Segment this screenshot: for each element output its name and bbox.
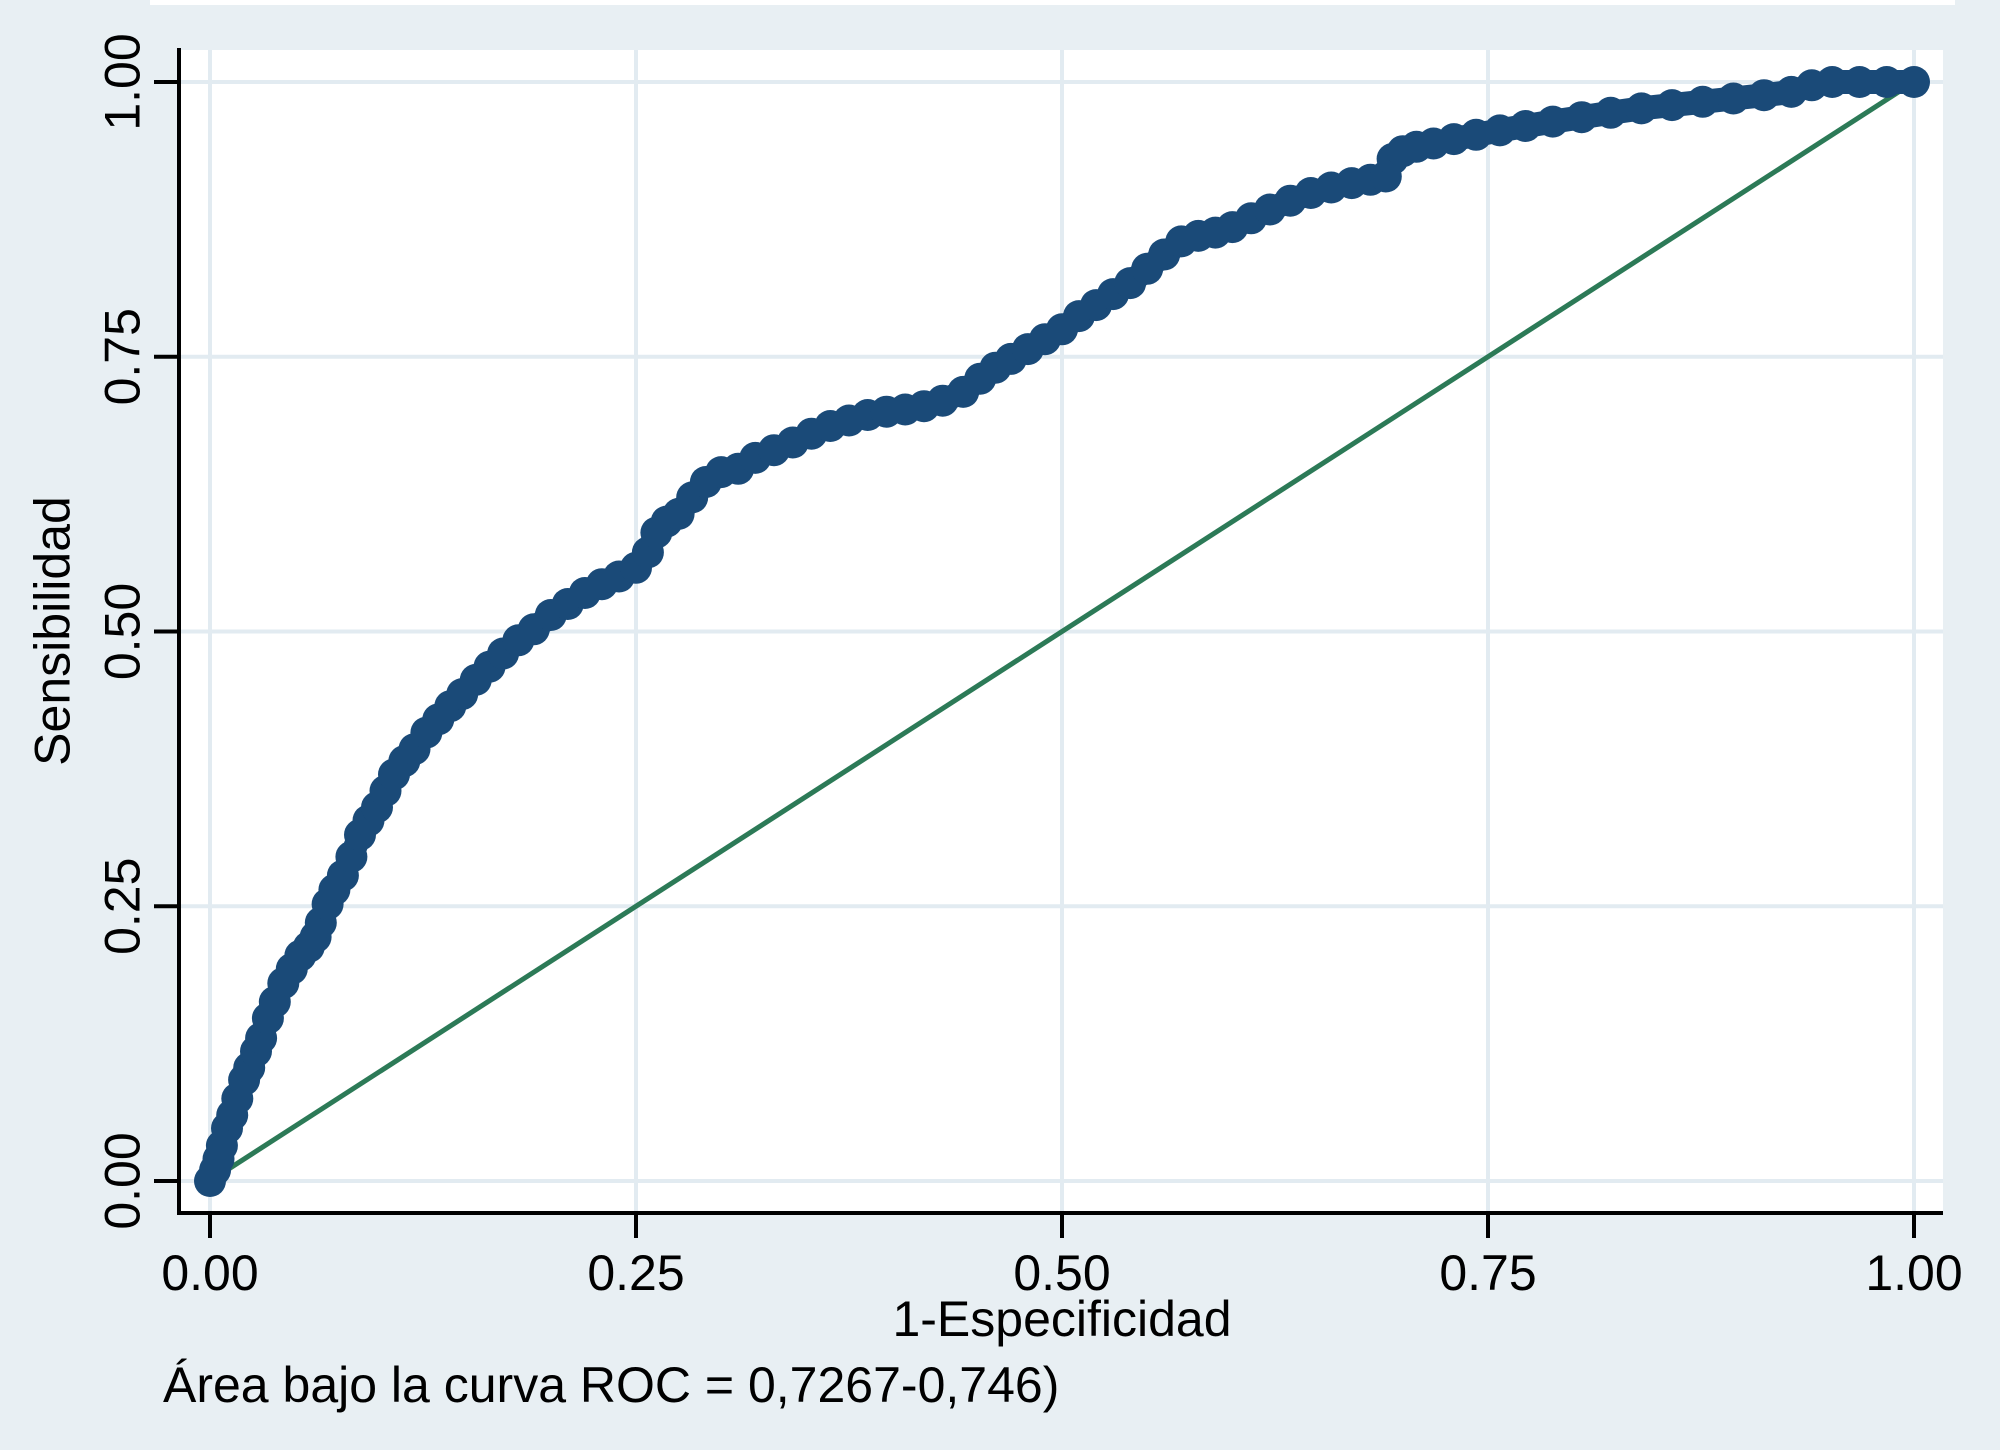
roc-point-marker <box>1656 89 1688 122</box>
roc-point-marker <box>1460 118 1493 151</box>
y-tick-labels: 0.00 0.25 0.50 0.75 1.00 <box>95 33 151 1229</box>
x-tick-label: 0.50 <box>1013 1245 1110 1301</box>
reference-line <box>208 79 1916 1184</box>
x-tick-label: 1.00 <box>1865 1245 1962 1301</box>
roc-point-marker <box>1594 96 1627 129</box>
roc-point-marker <box>1717 82 1750 115</box>
x-tick-labels: 0.00 0.25 0.50 0.75 1.00 <box>161 1245 1962 1301</box>
y-axis-title: Sensibilidad <box>25 496 81 766</box>
roc-point-marker <box>1509 110 1542 142</box>
top-white-strip <box>150 0 1955 5</box>
y-tick-label: 0.00 <box>95 1132 151 1229</box>
roc-point-marker <box>1816 66 1849 98</box>
roc-point-marker <box>1843 66 1876 98</box>
y-tick-label: 0.50 <box>95 583 151 680</box>
series-layer <box>194 66 1930 1197</box>
roc-point-marker <box>1898 66 1930 98</box>
roc-curve-markers <box>194 66 1930 1197</box>
roc-point-marker <box>1870 66 1903 98</box>
roc-point-marker <box>1625 92 1658 125</box>
y-tick-label: 1.00 <box>95 33 151 130</box>
roc-point-marker <box>1565 101 1598 134</box>
x-tick-label: 0.75 <box>1439 1245 1536 1301</box>
roc-point-marker <box>1686 85 1719 118</box>
auc-caption: Área bajo la curva ROC = 0,7267-0,746) <box>163 1357 1059 1413</box>
x-tick-label: 0.25 <box>587 1245 684 1301</box>
x-tick-label: 0.00 <box>161 1245 258 1301</box>
y-tick-label: 0.25 <box>95 858 151 955</box>
roc-point-marker <box>1536 105 1569 138</box>
roc-point-marker <box>1748 79 1780 112</box>
x-axis-title: 1-Especificidad <box>892 1291 1231 1347</box>
y-tick-label: 0.75 <box>95 308 151 405</box>
tick-marks <box>154 80 1916 1238</box>
roc-point-marker <box>1483 114 1516 147</box>
